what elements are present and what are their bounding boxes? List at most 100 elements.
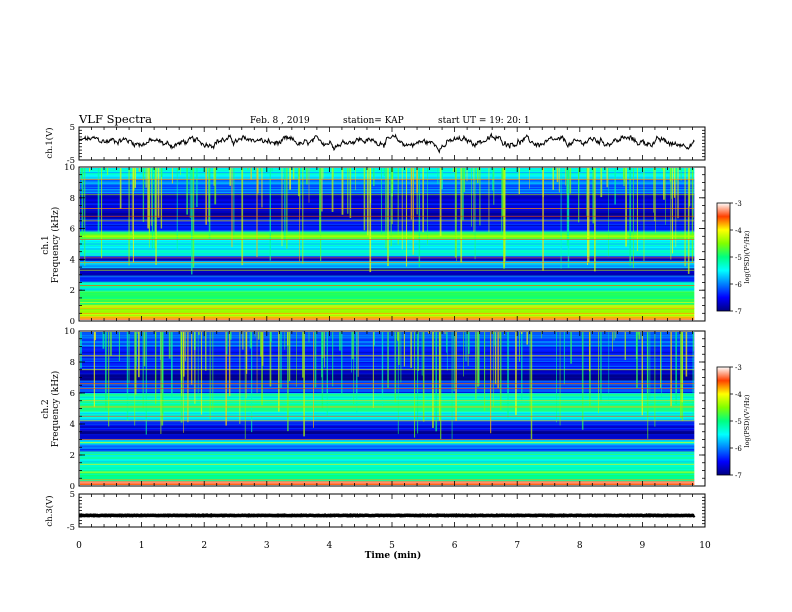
colorbar-tick-label: -3 [735, 200, 742, 208]
ch2-colorbar: -3 -4 -5 -6 -7 log(PSD)(V²/Hz) [716, 364, 751, 480]
colorbar-tick-label: -6 [735, 281, 742, 289]
ch2-spec-sferic [250, 332, 252, 348]
ch2-spec-streak [80, 427, 695, 429]
ch1-spec-streak [80, 316, 695, 318]
x-tick-label: 3 [264, 541, 270, 551]
ch2-spec-streak [80, 338, 695, 340]
ch2-spec-sferic [154, 332, 157, 404]
ch1-spec-streak [80, 275, 695, 277]
ch2-spec-sferic [490, 332, 492, 434]
colorbar-tick-label: -6 [735, 445, 742, 453]
ch1-spec-streak [80, 245, 695, 248]
ch2-spec-sferic [515, 332, 517, 416]
ch2-spec-sferic [225, 332, 227, 426]
ch2-spec-sferic [269, 332, 272, 387]
ch2-spec-sferic [600, 332, 602, 402]
ch1-spec-sferic [84, 168, 86, 266]
ch1-spec-sferic [171, 168, 173, 184]
ch1-spec-streak [80, 208, 695, 211]
ch2-spec-streak [80, 484, 695, 485]
ch1-spec-sferic [192, 168, 195, 268]
ch2-spec-streak [80, 412, 695, 415]
ch2-spec-sferic [417, 332, 419, 371]
x-axis-label: Time (min) [365, 550, 422, 561]
ch2-spec-streak [80, 426, 695, 428]
ch1-spec-sferic [369, 168, 372, 273]
ch1-spec-streak [80, 302, 695, 304]
ch1-spec-ylabel-line1: ch.1 [41, 235, 51, 254]
ch1-spec-streak [80, 222, 695, 224]
ch1-spec-sferic [586, 168, 588, 216]
ch1-spec-sferic [256, 168, 258, 258]
ch1-spec-sferic [302, 168, 304, 264]
ch2-spec-streak [80, 468, 695, 470]
ch1-spec-sferic [257, 168, 259, 194]
ch2-spec-streak [80, 456, 695, 458]
ch1-spec-sferic [608, 168, 609, 257]
ch1-spec-sferic [412, 168, 414, 255]
ch1-spec-ytick-label: 0 [70, 317, 75, 327]
ch2-spec-sferic [475, 332, 477, 400]
ch1-spec-streak [80, 272, 695, 275]
ch2-spec-sferic [154, 332, 157, 338]
ch1-spec-streak [80, 231, 695, 233]
date-label: Feb. 8 , 2019 [250, 116, 310, 126]
ch2-spec-sferic [435, 332, 438, 432]
colorbar-tick-label: -5 [735, 418, 742, 426]
ch1-spec-streak [80, 255, 695, 257]
ch1-spec-streak [80, 213, 695, 216]
ch2-spec-sferic [483, 332, 486, 411]
ch2-spec-streak [80, 407, 695, 410]
ch1-colorbar: -3 -4 -5 -6 -7 log(PSD)(V²/Hz) [716, 200, 751, 316]
ch1-spec-streak [80, 314, 695, 317]
ch1-spec-sferic [321, 168, 323, 212]
ch2-spec-sferic [608, 332, 610, 404]
ch2-spec-sferic [228, 332, 231, 397]
ch1-spec-sferic [518, 168, 520, 195]
ch2-spec-sferic [126, 332, 129, 421]
ch2-spec-sferic [570, 332, 572, 364]
ch1-spec-sferic [474, 168, 476, 260]
ch2-spec-streak [80, 385, 695, 387]
ch2-spec-streak [80, 433, 695, 436]
ch1-spec-sferic [632, 168, 634, 269]
ch2-spec-sferic [302, 332, 304, 378]
ch2-spec-sferic [387, 332, 389, 389]
ch2-spec-streak [80, 451, 695, 453]
ch1-spec-streak [80, 292, 695, 294]
ch1-spec-sferic [308, 168, 310, 203]
ch1-spec-streak [80, 263, 695, 265]
ch2-spec-streak [80, 359, 695, 361]
ch1-spec-sferic [692, 168, 694, 218]
colorbar-tick-label: -7 [735, 308, 742, 316]
ch1-spec-sferic [289, 168, 292, 190]
ch2-spec-sferic [138, 332, 140, 378]
ch1-spec-streak [80, 253, 695, 255]
ch2-spec-sferic [94, 332, 96, 341]
ch2-spec-streak [80, 364, 695, 366]
ch2-spec-streak [80, 473, 695, 475]
ch2-spec-sferic [249, 332, 251, 349]
ch2-spec-streak [80, 457, 695, 459]
ch1-spec-sferic [373, 168, 375, 187]
ch2-spec-streak [80, 462, 695, 464]
ch2-spec-sferic [373, 332, 375, 346]
ch2-spec-sferic [296, 332, 297, 387]
colorbar-label: log(PSD)(V²/Hz) [743, 394, 751, 447]
ch2-spec-sferic [134, 332, 136, 426]
ch2-spec-sferic [397, 332, 399, 434]
ch2-spec-sferic [256, 332, 258, 393]
ch1-spec-ytick-label: 10 [64, 163, 75, 173]
ch1-spec-sferic [439, 168, 442, 236]
ch1-spec-sferic [229, 168, 231, 186]
ch1-spec-sferic [341, 168, 344, 215]
ch2-spec-streak [80, 379, 695, 381]
ch1-spec-sferic [410, 168, 413, 220]
ch2-spec-streak [80, 365, 695, 367]
ch2-spec-sferic [239, 332, 241, 424]
x-tick-label: 2 [201, 541, 207, 551]
ch2-spec-streak [80, 332, 695, 334]
start-ut-label: start UT = 19: 20: 1 [438, 116, 530, 126]
ch1-spec-streak [80, 242, 695, 244]
x-tick-label: 7 [514, 541, 520, 551]
